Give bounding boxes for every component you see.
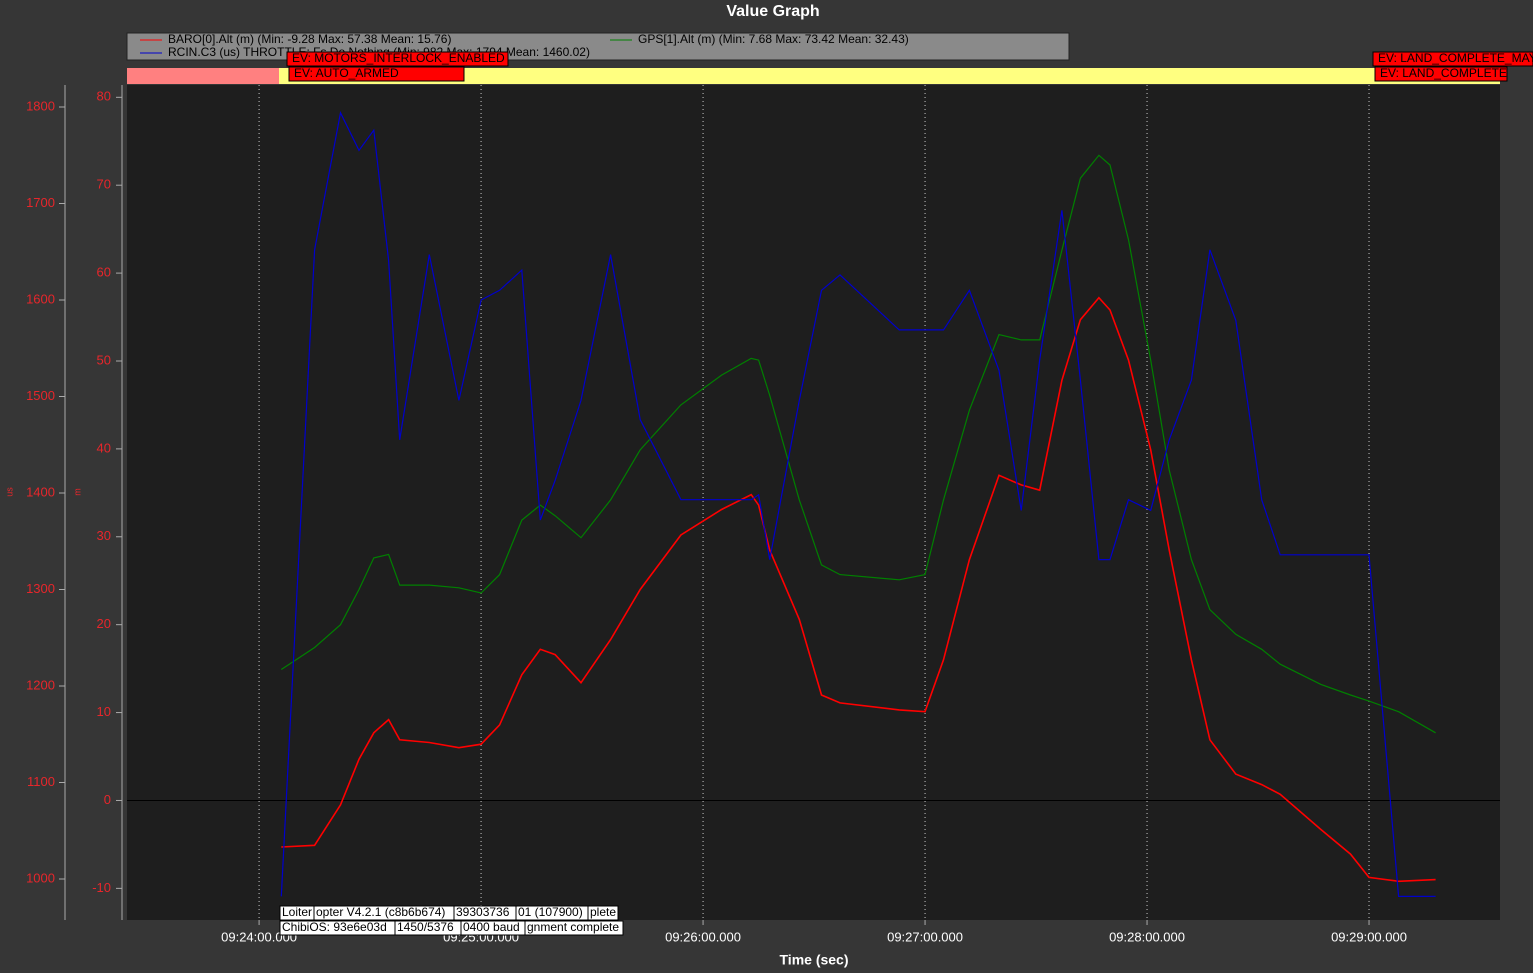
message-box [524, 920, 624, 936]
event-label: EV: AUTO_ARMED [294, 66, 399, 80]
message-text: gnment complete [527, 920, 619, 934]
y-tick-label: -10 [92, 880, 111, 895]
message-box [587, 905, 619, 921]
y-tick-label: 20 [97, 616, 111, 631]
series-line [281, 296, 1436, 883]
y-axis-label: m [72, 488, 82, 496]
series-line [280, 110, 1436, 897]
message-text: ChibiOS: 93e6e03d [282, 920, 387, 934]
message-text: plete [590, 905, 616, 919]
x-tick-label: 09:27:00.000 [887, 929, 963, 944]
x-tick-label: 09:28:00.000 [1109, 929, 1185, 944]
message-text: 1450/5376 [397, 920, 454, 934]
event-label: EV: LAND_COMPLETE_MAY [1378, 51, 1533, 65]
y-tick-label: 40 [97, 440, 111, 455]
y-tick-label: 50 [97, 352, 111, 367]
y-tick-label: 10 [97, 704, 111, 719]
y2-tick-label: 1300 [26, 581, 55, 596]
event-bar-unarmed [127, 68, 279, 84]
y2-tick-label: 1100 [27, 774, 55, 789]
event-box [1372, 51, 1533, 67]
y-tick-label: 30 [97, 528, 111, 543]
y-tick-label: 0 [104, 792, 111, 807]
x-axis-label: Time (sec) [780, 952, 849, 968]
event-box [288, 66, 465, 82]
message-text: 39303736 [456, 905, 510, 919]
series-line [280, 154, 1436, 734]
y2-tick-label: 1400 [26, 484, 55, 499]
message-text: opter V4.2.1 (c8b6b674) [316, 905, 445, 919]
event-bar-armed [279, 68, 1500, 84]
x-tick-label: 09:26:00.000 [665, 929, 741, 944]
y2-tick-label: 1600 [26, 291, 55, 306]
y2-tick-label: 1000 [26, 870, 55, 885]
event-box [286, 51, 509, 67]
y2-tick-label: 1700 [26, 195, 55, 210]
legend-label: BARO[0].Alt (m) (Min: -9.28 Max: 57.38 M… [168, 32, 451, 46]
legend-box [126, 32, 1070, 61]
plot-area [127, 85, 1500, 920]
event-label: EV: LAND_COMPLETE [1380, 66, 1507, 80]
event-label: EV: MOTORS_INTERLOCK_ENABLED [292, 51, 505, 65]
chart-title: Value Graph [726, 3, 819, 20]
y2-tick-label: 1500 [26, 388, 55, 403]
y-tick-label: 60 [97, 265, 111, 280]
message-text: 0400 baud [463, 920, 520, 934]
y-tick-label: 80 [97, 89, 111, 104]
x-tick-label: 09:24:00.000 [221, 929, 297, 944]
legend-label: GPS[1].Alt (m) (Min: 7.68 Max: 73.42 Mea… [638, 32, 909, 46]
y2-axis-label: us [4, 487, 14, 497]
y-tick-label: 70 [97, 177, 111, 192]
event-box [1374, 66, 1508, 82]
y2-tick-label: 1800 [26, 98, 55, 113]
message-text: Loiter [282, 905, 312, 919]
x-tick-label: 09:29:00.000 [1331, 929, 1407, 944]
message-text: 01 (107900) [518, 905, 583, 919]
y2-tick-label: 1200 [26, 677, 55, 692]
